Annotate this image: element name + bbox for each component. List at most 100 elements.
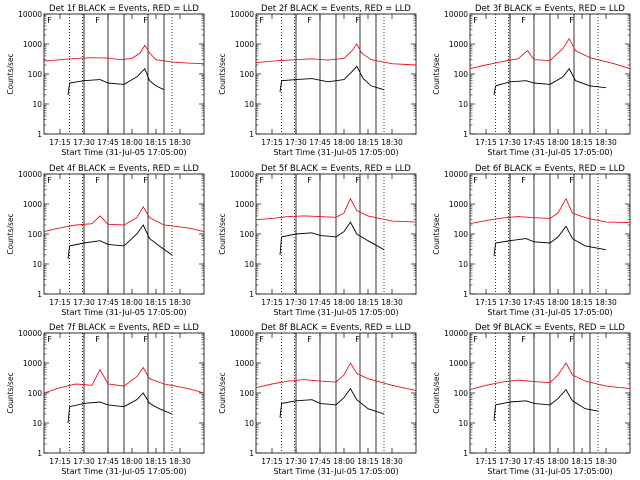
panel-title: Det 5f BLACK = Events, RED = LLD <box>261 164 411 174</box>
y-tick-label: 10000 <box>230 170 254 179</box>
y-axis-label: Counts/sec <box>218 213 227 254</box>
lld-line <box>43 44 205 65</box>
x-tick-label: 17:45 <box>309 457 331 466</box>
panel-marker: F <box>143 176 148 185</box>
panel-3: Det 3f BLACK = Events, RED = LLD 1 10 100 10… <box>432 4 631 157</box>
x-tick-label: 17:30 <box>285 298 307 307</box>
lld-line <box>469 362 631 391</box>
panel-marker: F <box>143 16 148 25</box>
panel-title: Det 3f BLACK = Events, RED = LLD <box>475 4 625 14</box>
events-line <box>493 67 607 96</box>
panel-marker: F <box>569 176 574 185</box>
y-axis-label: Counts/sec <box>6 213 15 254</box>
y-tick-label: 1 <box>463 130 468 139</box>
y-tick-label: 100 <box>28 230 43 239</box>
y-tick-label: 1 <box>463 290 468 299</box>
x-axis-label: Start Time (31-Jul-05 17:05:00) <box>61 467 186 476</box>
panel-title: Det 1f BLACK = Events, RED = LLD <box>49 4 199 14</box>
panel-8: Det 8f BLACK = Events, RED = LLD 1 10 100 10… <box>218 323 417 476</box>
events-line <box>279 387 385 418</box>
y-axis-label: Counts/sec <box>432 372 441 413</box>
x-tick-label: 17:30 <box>499 138 521 147</box>
lld-line <box>43 206 205 233</box>
x-tick-label: 17:15 <box>475 457 497 466</box>
x-tick-label: 18:00 <box>121 457 143 466</box>
y-axis-label: Counts/sec <box>6 372 15 413</box>
y-tick-label: 10000 <box>444 170 468 179</box>
y-tick-label: 1 <box>249 290 254 299</box>
panel-marker: F <box>569 16 574 25</box>
x-tick-label: 17:45 <box>523 457 545 466</box>
panel-marker: F <box>473 16 478 25</box>
lld-line <box>255 362 417 392</box>
x-tick-label: 17:45 <box>97 457 119 466</box>
y-tick-label: 10 <box>32 419 42 428</box>
lld-line <box>43 366 205 394</box>
x-tick-label: 17:45 <box>309 298 331 307</box>
y-tick-label: 10 <box>32 100 42 109</box>
y-tick-label: 100 <box>454 389 469 398</box>
x-tick-label: 18:15 <box>145 298 167 307</box>
panel-title: Det 6f BLACK = Events, RED = LLD <box>475 164 625 174</box>
y-tick-label: 10000 <box>230 329 254 338</box>
x-axis-label: Start Time (31-Jul-05 17:05:00) <box>487 308 612 317</box>
panel-2: Det 2f BLACK = Events, RED = LLD 1 10 100 10… <box>218 4 417 157</box>
x-tick-label: 17:30 <box>499 457 521 466</box>
x-tick-label: 18:30 <box>595 298 617 307</box>
y-tick-label: 10000 <box>18 10 42 19</box>
panel-marker: F <box>259 176 264 185</box>
y-tick-label: 1000 <box>23 359 42 368</box>
y-tick-label: 100 <box>240 389 255 398</box>
panel-marker: F <box>47 16 52 25</box>
panel-marker: F <box>259 335 264 344</box>
panel-marker: F <box>307 176 312 185</box>
x-tick-label: 18:30 <box>381 138 403 147</box>
panel-marker: F <box>95 16 100 25</box>
panel-marker: F <box>521 335 526 344</box>
x-axis-label: Start Time (31-Jul-05 17:05:00) <box>61 308 186 317</box>
y-tick-label: 1 <box>249 449 254 458</box>
panel-title: Det 4f BLACK = Events, RED = LLD <box>49 164 199 174</box>
x-tick-label: 18:30 <box>381 457 403 466</box>
y-tick-label: 100 <box>240 230 255 239</box>
x-tick-label: 18:15 <box>571 457 593 466</box>
x-tick-label: 17:15 <box>49 298 71 307</box>
x-tick-label: 17:15 <box>475 298 497 307</box>
x-tick-label: 18:15 <box>145 138 167 147</box>
panel-marker: F <box>47 176 52 185</box>
y-tick-label: 10000 <box>18 170 42 179</box>
panel-marker: F <box>521 176 526 185</box>
y-tick-label: 1000 <box>235 359 254 368</box>
y-tick-label: 10000 <box>18 329 42 338</box>
x-axis-label: Start Time (31-Jul-05 17:05:00) <box>273 308 398 317</box>
y-tick-label: 1000 <box>449 359 468 368</box>
panel-marker: F <box>355 176 360 185</box>
x-tick-label: 17:15 <box>49 457 71 466</box>
y-tick-label: 100 <box>28 70 43 79</box>
x-axis-label: Start Time (31-Jul-05 17:05:00) <box>487 148 612 157</box>
x-tick-label: 18:00 <box>333 298 355 307</box>
x-tick-label: 17:45 <box>523 138 545 147</box>
events-line <box>279 221 385 256</box>
x-tick-label: 18:15 <box>571 298 593 307</box>
y-tick-label: 10 <box>458 100 468 109</box>
y-tick-label: 10000 <box>444 329 468 338</box>
y-tick-label: 1 <box>249 130 254 139</box>
x-tick-label: 17:30 <box>285 138 307 147</box>
y-tick-label: 1 <box>37 449 42 458</box>
x-tick-label: 18:30 <box>595 457 617 466</box>
panel-marker: F <box>47 335 52 344</box>
y-tick-label: 1000 <box>235 40 254 49</box>
lld-line <box>255 43 417 66</box>
y-tick-label: 1000 <box>449 200 468 209</box>
y-axis-label: Counts/sec <box>432 53 441 94</box>
x-tick-label: 17:45 <box>523 298 545 307</box>
y-tick-label: 10000 <box>444 10 468 19</box>
panel-4: Det 4f BLACK = Events, RED = LLD 1 10 100 10… <box>6 164 205 317</box>
x-tick-label: 18:15 <box>357 138 379 147</box>
panel-marker: F <box>355 335 360 344</box>
x-tick-label: 18:15 <box>571 138 593 147</box>
y-tick-label: 1000 <box>235 200 254 209</box>
y-tick-label: 100 <box>454 230 469 239</box>
